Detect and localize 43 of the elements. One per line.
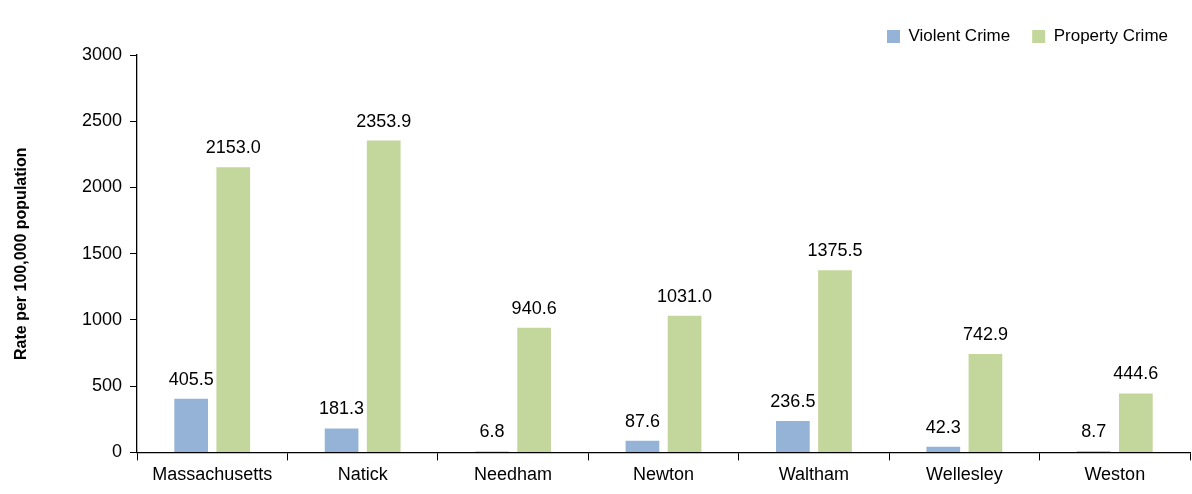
bar [968, 353, 1003, 452]
x-tick-label: Needham [474, 464, 553, 485]
bar [776, 421, 810, 452]
data-label: 1375.5 [807, 240, 863, 261]
x-tick-label: Wellesley [926, 464, 1003, 485]
data-label: 742.9 [962, 323, 1008, 344]
data-label: 1031.0 [657, 285, 713, 306]
x-tick-label: Newton [632, 464, 695, 485]
data-label: 236.5 [770, 391, 816, 412]
y-tick-label: 500 [91, 375, 122, 396]
bar [818, 270, 852, 452]
y-axis-title: Rate per 100,000 population [12, 147, 30, 360]
bar [625, 440, 660, 452]
data-label: 42.3 [925, 416, 961, 437]
x-tick-label: Natick [337, 464, 389, 485]
bar [926, 446, 961, 452]
data-label: 405.5 [168, 368, 214, 389]
bar [517, 327, 551, 452]
legend-label: Property Crime [1053, 26, 1169, 46]
data-label: 181.3 [319, 398, 365, 419]
bar [174, 398, 208, 452]
data-label: 6.8 [479, 421, 505, 442]
bar [1119, 393, 1153, 452]
legend-label: Violent Crime [908, 26, 1011, 46]
data-label: 444.6 [1113, 363, 1159, 384]
y-tick-label: 3000 [81, 43, 122, 64]
y-tick-label: 1000 [81, 308, 122, 329]
data-label: 8.7 [1081, 421, 1107, 442]
bar [667, 315, 702, 452]
data-label: 87.6 [624, 410, 660, 431]
data-label: 2153.0 [205, 137, 261, 158]
bar [366, 140, 401, 452]
x-tick-label: Waltham [778, 464, 850, 485]
bar [216, 167, 251, 452]
y-tick-label: 1500 [81, 242, 122, 263]
x-tick-label: Massachusetts [152, 464, 273, 485]
bar [324, 428, 359, 452]
y-tick-label: 2000 [81, 176, 122, 197]
y-tick-label: 2500 [81, 110, 122, 131]
x-tick-label: Weston [1084, 464, 1146, 485]
data-label: 940.6 [511, 297, 557, 318]
data-label: 2353.9 [356, 110, 412, 131]
y-tick-label: 0 [111, 441, 122, 462]
